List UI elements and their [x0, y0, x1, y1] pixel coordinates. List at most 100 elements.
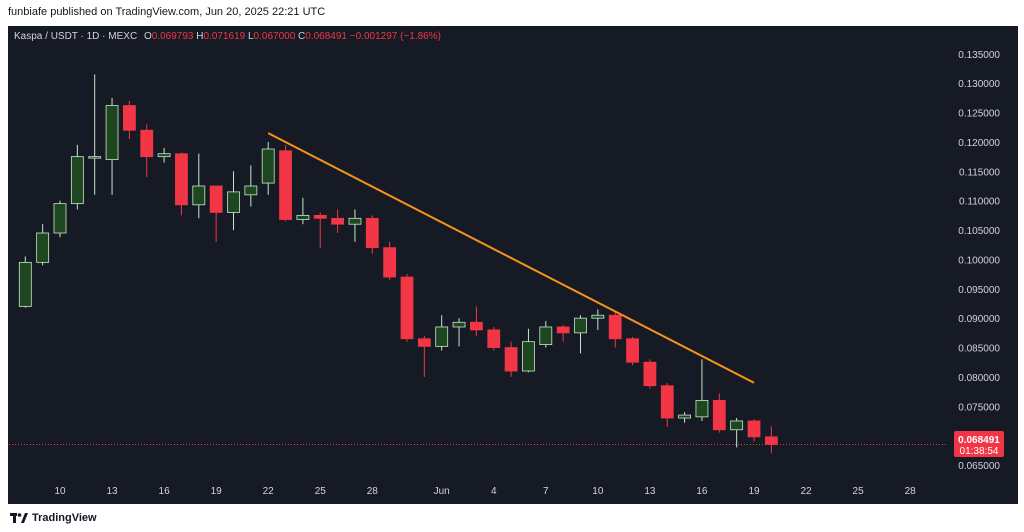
candle[interactable] [400, 274, 414, 342]
candle-body [643, 361, 657, 387]
candle[interactable] [608, 312, 622, 348]
legend-open-value: 0.069793 [151, 31, 194, 42]
candle[interactable] [591, 309, 605, 330]
legend-close-label: C [298, 31, 306, 42]
candle[interactable] [36, 224, 50, 266]
x-tick-label: 22 [800, 486, 812, 497]
candle[interactable] [70, 144, 84, 210]
chart-panel[interactable] [8, 26, 1018, 504]
candle-body [70, 156, 84, 205]
chart-legend: Kaspa / USDT · 1D · MEXC O0.069793 H0.07… [14, 31, 441, 42]
candle-body [140, 129, 154, 158]
candle[interactable] [712, 393, 726, 433]
candle[interactable] [556, 325, 570, 342]
candle[interactable] [175, 152, 188, 216]
candle[interactable] [18, 256, 32, 308]
x-axis[interactable]: 10 13 16 19 22 25 28 Jun 4 7 10 13 16 19 22 25 28 [54, 486, 916, 497]
candle[interactable] [747, 419, 761, 442]
x-tick-label: 19 [748, 486, 760, 497]
price-badge-countdown: 01:38:54 [960, 446, 999, 457]
y-tick-label: 0.075000 [958, 402, 1000, 413]
candle[interactable] [53, 200, 67, 238]
legend-low-label: L [247, 31, 254, 42]
candle[interactable] [730, 418, 744, 448]
candle-body [695, 400, 709, 418]
candle[interactable] [348, 209, 362, 242]
candle[interactable] [539, 321, 553, 348]
candle[interactable] [279, 144, 292, 222]
candle[interactable] [574, 315, 587, 354]
legend-open-label: O [143, 31, 152, 42]
candle-body [660, 385, 674, 419]
y-axis[interactable]: 0.0650000.0700000.0750000.0800000.085000… [958, 50, 1000, 472]
candle[interactable] [365, 215, 379, 254]
candle[interactable] [244, 165, 258, 207]
candle-body [365, 217, 379, 249]
candle[interactable] [296, 197, 310, 225]
x-tick-label: 10 [54, 486, 66, 497]
legend-symbol[interactable]: Kaspa / USDT · 1D · MEXC [14, 31, 138, 42]
candle[interactable] [140, 124, 154, 178]
candle-body [556, 326, 570, 334]
candle-body [244, 185, 258, 196]
candle[interactable] [417, 335, 431, 377]
candle[interactable] [469, 306, 483, 336]
candle[interactable] [157, 147, 171, 163]
candle-body [175, 153, 188, 206]
y-tick-label: 0.130000 [958, 79, 1000, 90]
y-tick-label: 0.095000 [958, 285, 1000, 296]
candle[interactable] [209, 185, 223, 242]
candle[interactable] [192, 153, 206, 219]
candle[interactable] [522, 328, 535, 373]
candle-body [435, 326, 449, 347]
y-tick-label: 0.110000 [959, 197, 1000, 208]
candle[interactable] [764, 426, 778, 454]
candle[interactable] [105, 97, 119, 195]
header-bar: funbiafe published on TradingView.com, J… [0, 0, 1024, 24]
candle[interactable] [383, 241, 397, 280]
x-tick-label: 28 [905, 486, 917, 497]
candle-body [730, 420, 744, 431]
candle-body [18, 261, 32, 307]
candle[interactable] [88, 74, 102, 195]
x-tick-label: 4 [491, 486, 497, 497]
candle-body [123, 105, 136, 131]
y-tick-label: 0.090000 [958, 314, 1000, 325]
candle[interactable] [626, 336, 639, 366]
candle[interactable] [123, 100, 136, 140]
candle-body [417, 338, 431, 347]
candle[interactable] [695, 359, 709, 421]
x-tick-label: 13 [644, 486, 656, 497]
candle[interactable] [331, 209, 345, 234]
x-tick-label: 10 [592, 486, 604, 497]
candle[interactable] [227, 171, 240, 231]
candle[interactable] [504, 341, 518, 377]
candle-body [296, 214, 310, 220]
candle-body [469, 321, 483, 331]
candle[interactable] [487, 326, 501, 351]
trendline[interactable] [267, 132, 755, 384]
tradingview-logo-icon [10, 513, 28, 523]
candle[interactable] [261, 141, 275, 195]
candle-body [157, 153, 171, 158]
candle[interactable] [313, 212, 327, 248]
candle[interactable] [435, 315, 449, 351]
candle-body [712, 400, 726, 431]
candle-body [764, 436, 778, 445]
candle[interactable] [643, 359, 657, 389]
candle[interactable] [452, 318, 466, 347]
x-tick-label: 25 [315, 486, 327, 497]
candle-body [279, 150, 292, 220]
legend-low-value: 0.067000 [253, 31, 296, 42]
candle[interactable] [660, 382, 674, 427]
x-tick-label: 13 [106, 486, 118, 497]
y-tick-label: 0.135000 [958, 50, 1000, 61]
y-tick-label: 0.085000 [958, 344, 1000, 355]
candle[interactable] [678, 412, 691, 423]
footer: TradingView [10, 508, 97, 528]
candle-body [504, 347, 518, 372]
candle-body [678, 414, 691, 419]
y-tick-label: 0.120000 [958, 138, 1000, 149]
candle-body [626, 338, 639, 363]
